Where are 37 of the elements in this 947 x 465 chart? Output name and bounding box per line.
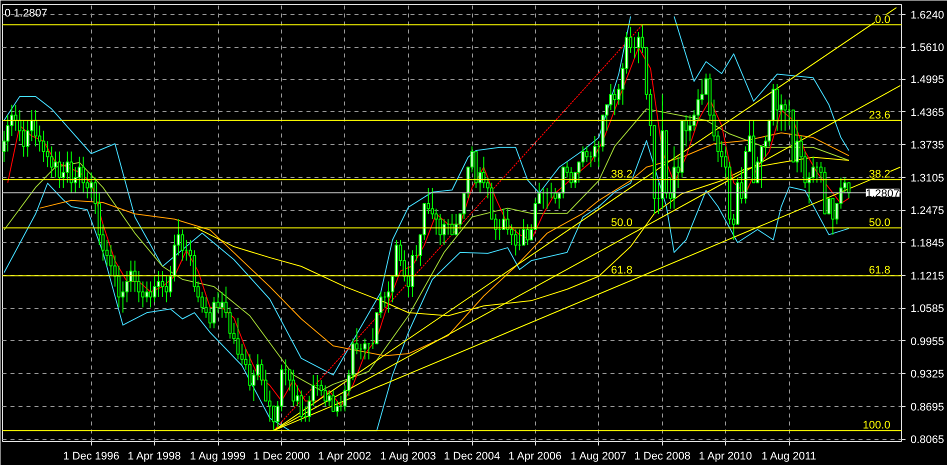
annotation: 61.8 (611, 264, 632, 277)
x-tick-label: 1 Aug 2007 (570, 450, 626, 462)
annotation: 50.0 (611, 216, 632, 229)
y-tick-label: 1.3735 (910, 140, 944, 152)
y-tick-label: 1.1215 (910, 270, 944, 282)
ref-line-label: 1.2807 (866, 188, 900, 200)
x-tick-label: 1 Apr 1998 (128, 450, 181, 462)
annotation: 100.0 (862, 420, 890, 432)
y-tick-label: 0.8065 (910, 434, 944, 446)
y-tick-label: 1.1845 (910, 238, 944, 250)
x-tick-label: 1 Aug 2011 (761, 450, 816, 462)
x-tick-label: 1 Dec 2004 (444, 450, 500, 462)
x-tick-label: 1 Dec 2000 (253, 450, 310, 462)
y-tick-label: 0.9325 (910, 368, 944, 381)
annotation: 23.6 (868, 109, 890, 122)
y-tick-label: 1.0585 (910, 303, 944, 316)
y-tick-label: 1.4995 (910, 74, 944, 86)
annotation: 0.0 (875, 14, 890, 26)
y-tick-label: 0.8695 (910, 401, 944, 414)
y-tick-label: 1.4365 (910, 106, 944, 119)
x-tick-label: 1 Dec 1996 (63, 450, 120, 462)
annotation: 38.2 (868, 168, 890, 181)
y-tick-label: 0.9955 (910, 336, 944, 348)
x-tick-label: 1 Apr 2010 (698, 450, 752, 462)
annotation: 38.2 (611, 168, 632, 181)
y-tick-label: 1.3105 (910, 172, 944, 184)
x-tick-label: 1 Apr 2002 (318, 450, 372, 462)
x-tick-label: 1 Aug 1999 (190, 450, 246, 462)
x-tick-label: 1 Apr 2006 (508, 450, 562, 462)
y-tick-label: 1.5610 (910, 42, 944, 54)
chart-title: 0 1.2807 (4, 8, 48, 20)
x-tick-label: 1 Dec 2008 (634, 450, 691, 462)
y-tick-label: 1.2475 (910, 205, 944, 218)
x-tick-label: 1 Aug 2003 (380, 450, 436, 462)
y-tick-label: 1.6240 (910, 9, 944, 22)
annotation: 50.0 (868, 216, 890, 229)
annotation: 61.8 (868, 264, 890, 277)
